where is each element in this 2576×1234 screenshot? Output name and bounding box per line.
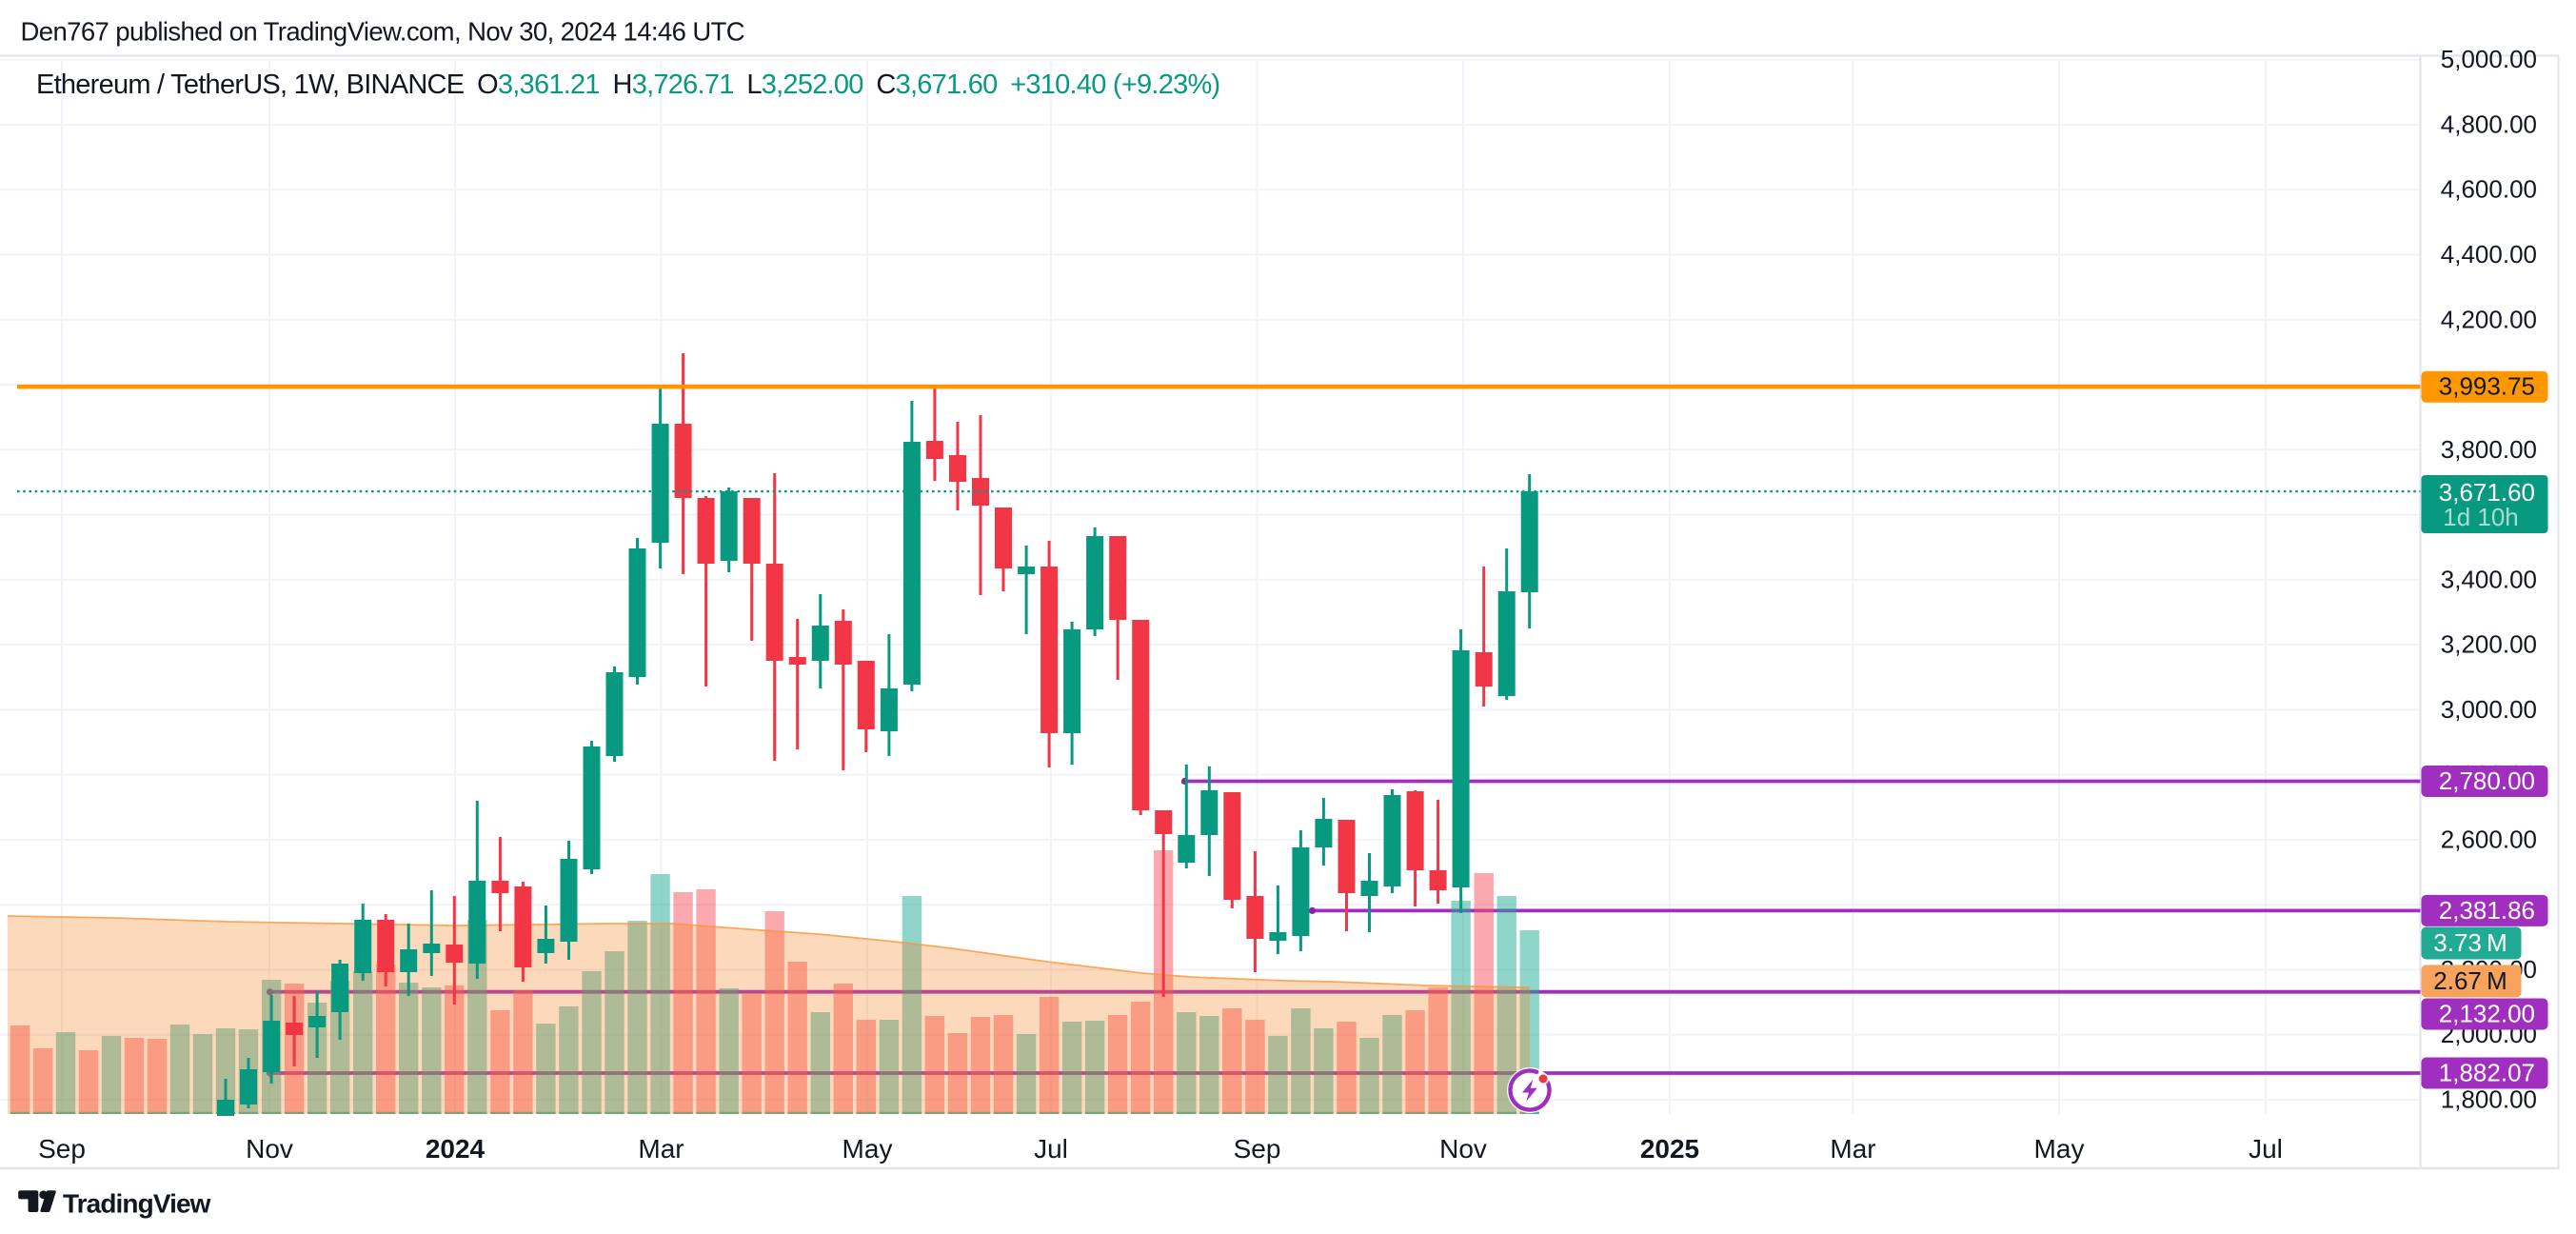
svg-text:3,671.60: 3,671.60	[2439, 478, 2535, 507]
svg-text:3,993.75: 3,993.75	[2439, 372, 2535, 401]
svg-text:5,000.00: 5,000.00	[2441, 45, 2537, 73]
svg-text:May: May	[2034, 1134, 2085, 1164]
svg-text:Sep: Sep	[38, 1134, 86, 1164]
svg-text:3,800.00: 3,800.00	[2441, 435, 2537, 464]
svg-text:Den767 published on TradingVie: Den767 published on TradingView.com, Nov…	[21, 17, 745, 47]
svg-text:1,800.00: 1,800.00	[2441, 1085, 2537, 1114]
svg-text:3.73 M: 3.73 M	[2433, 928, 2507, 957]
svg-text:4,600.00: 4,600.00	[2441, 175, 2537, 204]
svg-text:4,400.00: 4,400.00	[2441, 240, 2537, 269]
svg-text:4,800.00: 4,800.00	[2441, 110, 2537, 139]
svg-text:3,200.00: 3,200.00	[2441, 630, 2537, 659]
svg-text:Mar: Mar	[638, 1134, 684, 1164]
svg-text:2.67 M: 2.67 M	[2433, 966, 2507, 995]
svg-text:2024: 2024	[426, 1134, 485, 1164]
svg-text:2,381.86: 2,381.86	[2439, 896, 2535, 925]
svg-text:Nov: Nov	[246, 1134, 293, 1164]
svg-text:2025: 2025	[1640, 1134, 1699, 1164]
svg-text:Sep: Sep	[1234, 1134, 1281, 1164]
svg-text:3,000.00: 3,000.00	[2441, 695, 2537, 724]
svg-text:2,600.00: 2,600.00	[2441, 825, 2537, 853]
svg-text:TradingView: TradingView	[63, 1189, 211, 1219]
svg-text:1,882.07: 1,882.07	[2439, 1059, 2535, 1087]
svg-text:2,780.00: 2,780.00	[2439, 766, 2535, 795]
svg-text:Mar: Mar	[1830, 1134, 1875, 1164]
svg-text:Nov: Nov	[1439, 1134, 1487, 1164]
svg-text:3,400.00: 3,400.00	[2441, 565, 2537, 593]
svg-text:Ethereum / TetherUS, 1W, BINAN: Ethereum / TetherUS, 1W, BINANCE O3,361.…	[36, 70, 1219, 100]
svg-text:1d 10h: 1d 10h	[2443, 503, 2519, 531]
svg-text:4,200.00: 4,200.00	[2441, 305, 2537, 333]
svg-text:May: May	[842, 1134, 893, 1164]
svg-text:Jul: Jul	[2249, 1134, 2283, 1164]
svg-text:2,132.00: 2,132.00	[2439, 1000, 2535, 1028]
svg-text:Jul: Jul	[1034, 1134, 1068, 1164]
